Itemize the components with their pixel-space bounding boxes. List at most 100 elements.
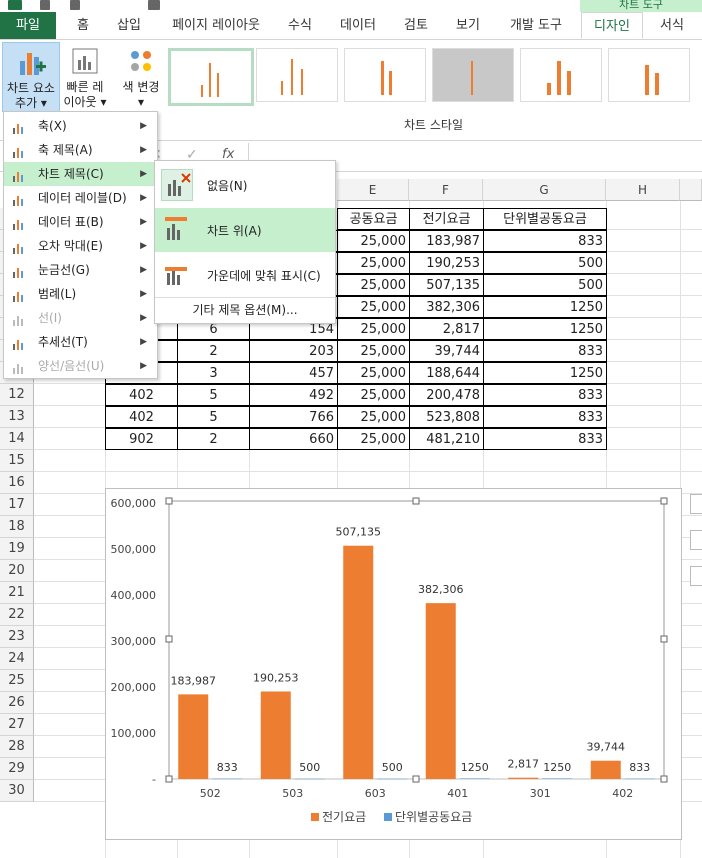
table-cell[interactable]: 660 — [249, 428, 338, 450]
submenu-item-centered-overlay[interactable]: 가운데에 맞춰 표시(C) — [155, 253, 335, 297]
chart-style-5[interactable] — [520, 48, 602, 102]
row-header[interactable]: 12 — [0, 384, 34, 406]
table-cell[interactable]: 833 — [483, 340, 607, 362]
submenu-item-none[interactable]: 없음(N) — [155, 163, 335, 207]
menu-item[interactable]: 눈금선(G) ▶ — [4, 258, 155, 282]
table-header-cell[interactable]: 전기요금 — [409, 208, 484, 230]
row-header[interactable]: 16 — [0, 472, 34, 494]
submenu-item-above-chart[interactable]: 차트 위(A) — [155, 208, 335, 252]
table-cell[interactable]: 25,000 — [337, 252, 410, 274]
table-cell[interactable]: 183,987 — [409, 230, 484, 252]
table-cell[interactable]: 1250 — [483, 362, 607, 384]
table-cell[interactable]: 902 — [105, 428, 178, 450]
table-cell[interactable]: 500 — [483, 274, 607, 296]
tab-format[interactable]: 서식 — [648, 12, 696, 39]
table-cell[interactable]: 190,253 — [409, 252, 484, 274]
row-header[interactable]: 27 — [0, 714, 34, 736]
table-cell[interactable]: 402 — [105, 384, 178, 406]
table-cell[interactable]: 500 — [483, 252, 607, 274]
row-header[interactable]: 20 — [0, 560, 34, 582]
row-header[interactable]: 18 — [0, 516, 34, 538]
menu-item[interactable]: 차트 제목(C) ▶ — [4, 162, 155, 186]
table-cell[interactable]: 833 — [483, 406, 607, 428]
row-header[interactable]: 13 — [0, 406, 34, 428]
chart-style-2[interactable] — [256, 48, 338, 102]
row-header[interactable]: 21 — [0, 582, 34, 604]
chart-style-4[interactable] — [432, 48, 514, 102]
row-header[interactable]: 14 — [0, 428, 34, 450]
change-colors-button[interactable]: 색 변경 ▾ — [118, 42, 164, 110]
table-header-cell[interactable]: 공동요금 — [337, 208, 410, 230]
menu-item[interactable]: 범례(L) ▶ — [4, 282, 155, 306]
table-cell[interactable]: 3 — [177, 362, 250, 384]
tab-file[interactable]: 파일 — [0, 12, 56, 39]
table-cell[interactable]: 766 — [249, 406, 338, 428]
table-cell[interactable]: 5 — [177, 384, 250, 406]
table-cell[interactable]: 39,744 — [409, 340, 484, 362]
tab-formulas[interactable]: 수식 — [278, 12, 322, 39]
table-cell[interactable]: 402 — [105, 406, 178, 428]
table-cell[interactable]: 25,000 — [337, 362, 410, 384]
row-header[interactable]: 28 — [0, 736, 34, 758]
tab-data[interactable]: 데이터 — [330, 12, 386, 39]
chart-elements-button[interactable] — [690, 494, 702, 514]
row-header[interactable]: 19 — [0, 538, 34, 560]
table-cell[interactable]: 203 — [249, 340, 338, 362]
table-cell[interactable]: 523,808 — [409, 406, 484, 428]
table-cell[interactable]: 507,135 — [409, 274, 484, 296]
table-cell[interactable]: 25,000 — [337, 296, 410, 318]
row-header[interactable]: 15 — [0, 450, 34, 472]
chart-styles-button[interactable] — [690, 530, 702, 550]
table-cell[interactable]: 25,000 — [337, 406, 410, 428]
column-header-h[interactable]: H — [606, 179, 680, 201]
row-header[interactable]: 26 — [0, 692, 34, 714]
menu-item[interactable]: 데이터 표(B) ▶ — [4, 210, 155, 234]
column-header-e[interactable]: E — [337, 179, 409, 201]
table-cell[interactable]: 25,000 — [337, 428, 410, 450]
table-cell[interactable]: 833 — [483, 384, 607, 406]
more-title-options[interactable]: 기타 제목 옵션(M)... — [155, 299, 335, 321]
tab-design[interactable]: 디자인 — [581, 12, 643, 39]
table-cell[interactable]: 25,000 — [337, 274, 410, 296]
row-header[interactable]: 29 — [0, 758, 34, 780]
tab-insert[interactable]: 삽입 — [108, 12, 150, 39]
save-icon[interactable] — [40, 0, 50, 10]
table-cell[interactable]: 25,000 — [337, 230, 410, 252]
table-cell[interactable]: 2,817 — [409, 318, 484, 340]
table-cell[interactable]: 833 — [483, 230, 607, 252]
table-cell[interactable]: 25,000 — [337, 318, 410, 340]
tab-home[interactable]: 홈 — [66, 12, 100, 39]
table-cell[interactable]: 1250 — [483, 318, 607, 340]
quick-layout-button[interactable]: 빠른 레 이아웃 ▾ — [62, 42, 108, 110]
tab-review[interactable]: 검토 — [394, 12, 438, 39]
table-cell[interactable]: 25,000 — [337, 340, 410, 362]
menu-item[interactable]: 오차 막대(E) ▶ — [4, 234, 155, 258]
table-cell[interactable]: 1250 — [483, 296, 607, 318]
table-cell[interactable]: 457 — [249, 362, 338, 384]
add-chart-element-button[interactable]: 차트 요소 추가 ▾ — [2, 42, 60, 112]
menu-item[interactable]: 추세선(T) ▶ — [4, 330, 155, 354]
row-header[interactable]: 24 — [0, 648, 34, 670]
menu-item[interactable]: 축 제목(A) ▶ — [4, 138, 155, 162]
table-cell[interactable]: 2 — [177, 340, 250, 362]
table-cell[interactable]: 2 — [177, 428, 250, 450]
table-cell[interactable]: 382,306 — [409, 296, 484, 318]
column-header-g[interactable]: G — [483, 179, 606, 201]
chart-area[interactable]: - 100,000 200,000 300,000 400,000 500,000 600,… — [105, 488, 682, 840]
chart-style-3[interactable] — [344, 48, 426, 102]
undo-icon[interactable] — [70, 0, 80, 10]
row-header[interactable]: 23 — [0, 626, 34, 648]
menu-item[interactable]: 축(X) ▶ — [4, 114, 155, 138]
table-header-cell[interactable]: 단위별공동요금 — [483, 208, 607, 230]
row-header[interactable]: 25 — [0, 670, 34, 692]
chart-style-1[interactable] — [168, 48, 254, 106]
table-cell[interactable]: 833 — [483, 428, 607, 450]
menu-item[interactable]: 데이터 레이블(D) ▶ — [4, 186, 155, 210]
table-cell[interactable]: 188,644 — [409, 362, 484, 384]
table-cell[interactable]: 5 — [177, 406, 250, 428]
print-icon[interactable] — [148, 0, 160, 10]
tab-developer[interactable]: 개발 도구 — [498, 12, 574, 39]
row-header[interactable]: 30 — [0, 780, 34, 802]
table-cell[interactable]: 481,210 — [409, 428, 484, 450]
row-header[interactable]: 17 — [0, 494, 34, 516]
